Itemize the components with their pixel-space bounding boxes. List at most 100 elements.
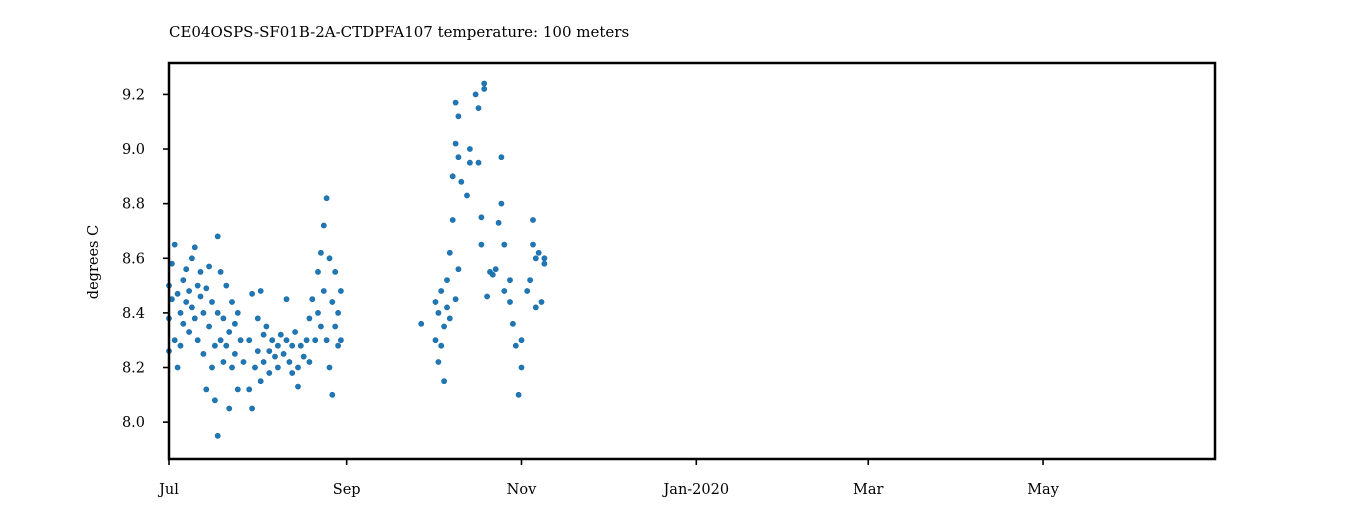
data-point	[320, 288, 327, 294]
data-point	[237, 337, 244, 344]
data-point	[501, 288, 508, 294]
data-point	[532, 304, 539, 311]
data-point	[452, 99, 459, 106]
data-point	[323, 337, 330, 344]
data-point	[541, 260, 548, 267]
data-point	[449, 173, 456, 180]
data-point	[292, 329, 298, 335]
data-point	[191, 315, 198, 322]
data-point	[329, 391, 336, 398]
data-point	[183, 266, 190, 273]
data-point	[312, 337, 319, 344]
data-point	[449, 217, 456, 223]
data-point	[438, 342, 445, 349]
data-point	[495, 219, 502, 226]
data-point	[315, 268, 321, 275]
data-point	[252, 364, 258, 371]
data-point	[530, 241, 536, 248]
data-point	[444, 277, 450, 283]
data-point	[214, 309, 221, 316]
data-point	[435, 309, 442, 316]
data-point	[501, 241, 508, 248]
data-point	[197, 293, 204, 300]
data-point	[475, 105, 482, 111]
data-point	[329, 299, 336, 305]
data-point	[220, 315, 227, 322]
y-axis-ticks: 8.0 8.2 8.4 8.6 8.8 9.0 9.2	[122, 87, 169, 431]
data-point	[332, 323, 339, 330]
data-point	[489, 271, 496, 278]
data-point	[280, 350, 287, 357]
data-point	[484, 293, 490, 300]
x-tick-label: May	[1027, 482, 1059, 498]
data-point	[203, 285, 210, 292]
data-points	[166, 80, 548, 439]
y-tick-label: 9.0	[122, 142, 145, 158]
data-point	[231, 320, 238, 327]
data-point	[337, 337, 344, 344]
data-point	[315, 309, 321, 316]
data-point	[203, 386, 210, 393]
data-point	[441, 378, 447, 385]
data-point	[246, 386, 253, 393]
data-point	[295, 364, 301, 371]
data-point	[518, 337, 525, 344]
data-point	[515, 391, 522, 398]
data-point	[286, 359, 293, 365]
data-point	[257, 378, 264, 385]
data-point	[455, 154, 462, 161]
data-point	[269, 337, 276, 344]
data-point	[472, 91, 479, 98]
data-point	[478, 241, 485, 248]
data-point	[452, 296, 459, 303]
data-point	[446, 315, 453, 322]
data-point	[317, 249, 324, 256]
x-tick-label: Mar	[853, 482, 883, 498]
data-point	[272, 353, 278, 360]
data-point	[444, 304, 450, 311]
data-point	[518, 364, 525, 371]
data-point	[320, 222, 327, 229]
data-point	[512, 342, 519, 349]
data-point	[260, 359, 267, 365]
data-point	[283, 296, 290, 303]
data-point	[214, 432, 221, 439]
y-tick-label: 8.2	[122, 361, 145, 377]
plot-frame	[167, 61, 1217, 461]
data-point	[211, 397, 218, 404]
data-point	[289, 370, 296, 376]
data-point	[524, 288, 531, 294]
data-point	[277, 331, 284, 338]
x-tick-label: Jan-2020	[661, 482, 729, 498]
data-point	[229, 364, 235, 371]
data-point	[200, 309, 207, 316]
data-point	[326, 255, 333, 262]
data-point	[177, 309, 184, 316]
data-point	[297, 342, 304, 349]
data-point	[246, 337, 253, 344]
data-point	[171, 241, 178, 248]
data-point	[326, 364, 333, 371]
data-point	[306, 315, 313, 322]
data-point	[335, 309, 341, 316]
data-point	[475, 159, 482, 166]
data-point	[466, 159, 473, 166]
data-point	[200, 350, 207, 357]
data-point	[177, 342, 184, 349]
data-point	[530, 217, 536, 223]
data-point	[266, 370, 273, 376]
x-axis-ticks: Jul Sep Nov Jan-2020 Mar May	[157, 459, 1060, 498]
data-point	[174, 364, 181, 371]
data-point	[180, 277, 187, 283]
chart-title: CE04OSPS-SF01B-2A-CTDPFA107 temperature:…	[169, 23, 629, 41]
data-point	[337, 288, 344, 294]
data-point	[527, 277, 533, 283]
data-point	[254, 315, 261, 322]
x-tick-label: Nov	[507, 482, 537, 498]
data-point	[231, 350, 238, 357]
data-point	[274, 342, 281, 349]
data-point	[174, 290, 181, 297]
data-point	[532, 255, 539, 262]
data-point	[452, 140, 459, 147]
